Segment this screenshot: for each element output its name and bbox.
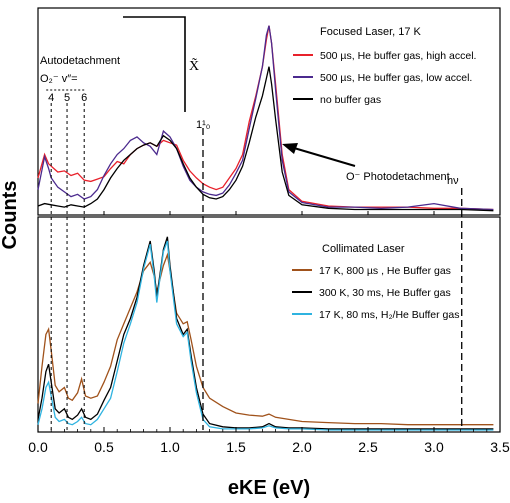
vib-level-label: 6 bbox=[81, 92, 87, 104]
reference-lines bbox=[50, 103, 463, 430]
photodetachment-arrow bbox=[293, 147, 356, 167]
x-tick-label: 1.0 bbox=[160, 439, 180, 455]
series-line-3 bbox=[37, 66, 494, 212]
x-state-bracket bbox=[123, 16, 186, 112]
legend-label: 17 K, 800 µs , He Buffer gas bbox=[319, 265, 451, 277]
bottom-panel-label: Collimated Laser bbox=[322, 243, 405, 255]
one-one-label: 1¹₀ bbox=[196, 119, 210, 131]
y-axis-label: Counts bbox=[0, 181, 21, 250]
x-tick-label: 2.5 bbox=[358, 439, 378, 455]
bottom-panel-series bbox=[37, 236, 494, 431]
series-line-2 bbox=[37, 25, 494, 211]
vib-level-label: 4 bbox=[48, 92, 54, 104]
x-tick-label: 0.5 bbox=[94, 439, 114, 455]
series-line-1 bbox=[37, 252, 494, 426]
bottom-panel-frame bbox=[37, 216, 501, 433]
x-axis-label: eKE (eV) bbox=[228, 477, 310, 499]
bottom-panel-legend: 17 K, 800 µs , He Buffer gas 300 K, 30 ms… bbox=[292, 265, 459, 321]
x-axis-ticks: 0.0 0.5 1.0 1.5 2.0 2.5 3.0 3.5 bbox=[28, 211, 510, 455]
autodetachment-label: O₂⁻ v″= bbox=[40, 73, 78, 85]
x-tick-label: 3.5 bbox=[490, 439, 510, 455]
legend-label: no buffer gas bbox=[320, 94, 381, 106]
legend-label: 300 K, 30 ms, He Buffer gas bbox=[319, 287, 451, 299]
hv-label: hν bbox=[447, 175, 459, 187]
series-line-3 bbox=[37, 240, 494, 431]
legend-label: 17 K, 80 ms, H₂/He Buffer gas bbox=[319, 309, 459, 321]
photodetachment-label: O⁻ Photodetachment bbox=[346, 171, 450, 183]
top-panel-series bbox=[37, 25, 494, 212]
x-state-label: X̃ bbox=[189, 57, 199, 74]
top-panel-label: Focused Laser, 17 K bbox=[320, 26, 422, 38]
x-tick-label: 1.5 bbox=[226, 439, 246, 455]
autodetachment-title: Autodetachment bbox=[40, 55, 120, 67]
vib-level-label: 5 bbox=[64, 92, 70, 104]
top-panel-legend: 500 µs, He buffer gas, high accel. 500 µs… bbox=[293, 50, 476, 106]
x-tick-label: 3.0 bbox=[424, 439, 444, 455]
top-panel-frame bbox=[37, 7, 501, 216]
x-tick-label: 0.0 bbox=[28, 439, 48, 455]
legend-label: 500 µs, He buffer gas, low accel. bbox=[320, 72, 472, 84]
photodetachment-arrowhead bbox=[282, 143, 298, 154]
legend-label: 500 µs, He buffer gas, high accel. bbox=[320, 50, 476, 62]
x-tick-label: 2.0 bbox=[292, 439, 312, 455]
